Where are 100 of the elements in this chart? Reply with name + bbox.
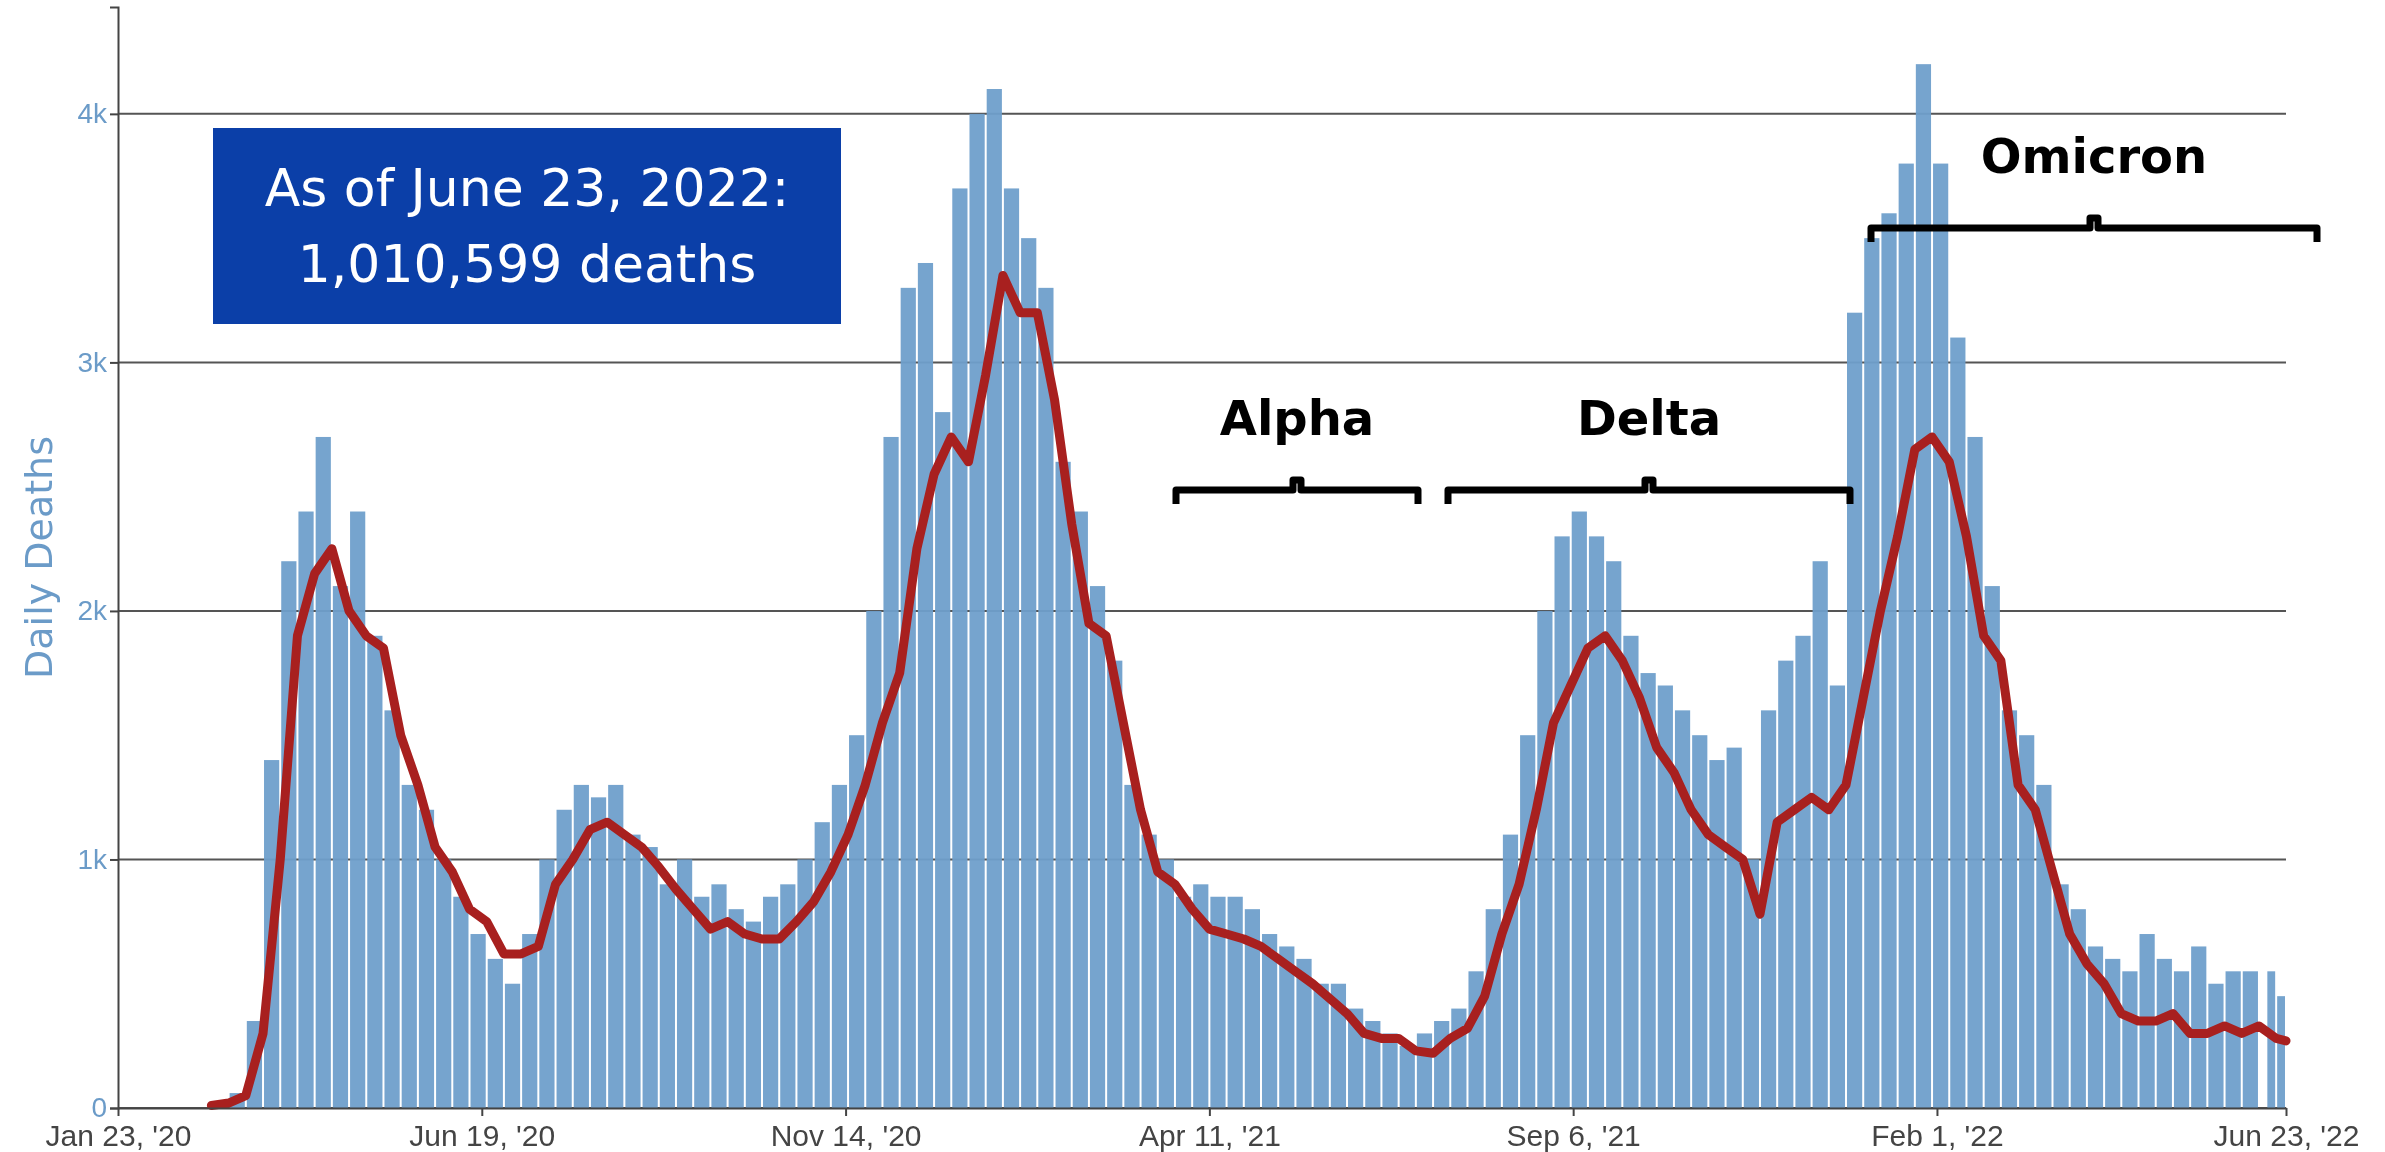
bar	[1915, 64, 1932, 1108]
bar	[590, 797, 607, 1108]
bar	[969, 113, 985, 1108]
bar	[763, 896, 779, 1108]
bar	[1210, 896, 1226, 1108]
bar	[522, 934, 538, 1108]
bar	[1847, 312, 1863, 1108]
y-tick-label: 3k	[77, 346, 108, 378]
bar	[2242, 971, 2258, 1108]
bar	[573, 784, 589, 1108]
bar	[745, 921, 762, 1108]
bar	[1554, 536, 1570, 1108]
bar	[1898, 163, 1914, 1108]
bar	[2122, 971, 2138, 1108]
bar	[1072, 511, 1088, 1108]
bar	[2070, 909, 2086, 1108]
bar	[384, 710, 400, 1108]
bar	[1881, 213, 1897, 1108]
bar	[1107, 660, 1123, 1108]
x-tick-label: Jun 23, '22	[2213, 1119, 2360, 1152]
bar	[1588, 536, 1605, 1108]
bar	[470, 934, 486, 1108]
bar	[711, 884, 727, 1108]
y-tick-label: 4k	[77, 98, 108, 130]
bar	[831, 784, 848, 1108]
bar	[1279, 946, 1295, 1108]
bar	[866, 610, 882, 1108]
x-tick-label: Nov 14, '20	[770, 1119, 922, 1152]
bar	[1193, 884, 1209, 1108]
bar	[1812, 561, 1828, 1108]
bar	[1055, 461, 1071, 1108]
bar	[676, 859, 693, 1108]
bar	[1003, 188, 1020, 1108]
x-tick-label: Feb 1, '22	[1871, 1119, 2004, 1152]
bar	[2156, 958, 2172, 1108]
bar	[1175, 896, 1192, 1108]
bar	[883, 436, 899, 1108]
bar	[2139, 934, 2155, 1108]
bar	[1709, 760, 1725, 1108]
bar	[556, 809, 572, 1108]
annotation: Delta	[1576, 390, 1722, 446]
bar	[1089, 586, 1106, 1108]
bar	[2225, 971, 2241, 1108]
bar	[1571, 511, 1587, 1108]
bar	[1141, 834, 1157, 1108]
bar	[2019, 735, 2035, 1108]
bar	[1244, 909, 1260, 1108]
y-axis-title: Daily Deaths	[17, 436, 61, 679]
bar	[1950, 337, 1966, 1108]
bar	[1726, 747, 1742, 1108]
bar	[1124, 784, 1140, 1108]
annotation: As of June 23, 2022: 1,010,599 deaths	[213, 128, 841, 324]
annotation: Omicron	[1980, 128, 2208, 184]
y-tick-label: 1k	[77, 843, 108, 875]
x-tick-label: Jun 19, '20	[409, 1119, 556, 1152]
bar	[935, 412, 951, 1108]
bar	[1606, 561, 1622, 1108]
bar	[900, 287, 916, 1108]
bar	[2208, 983, 2224, 1108]
bar	[1227, 896, 1243, 1108]
bar	[1657, 685, 1673, 1108]
bar	[1829, 685, 1846, 1108]
bar	[1399, 1045, 1415, 1108]
x-tick-label: Sep 6, '21	[1506, 1119, 1641, 1152]
bar	[401, 784, 417, 1108]
bar	[436, 859, 452, 1108]
bar	[332, 586, 349, 1108]
bar	[2191, 946, 2207, 1108]
bar	[504, 983, 521, 1108]
y-tick-label: 2k	[77, 595, 108, 627]
bar	[1640, 673, 1656, 1108]
bar	[418, 809, 435, 1108]
bar	[797, 859, 813, 1108]
bar	[728, 909, 744, 1108]
bar	[1778, 660, 1794, 1108]
bar	[1692, 735, 1708, 1108]
bar	[625, 834, 641, 1108]
bar	[1623, 635, 1639, 1108]
bar	[1864, 238, 1880, 1108]
bar	[986, 89, 1002, 1108]
x-tick-label: Apr 11, '21	[1138, 1119, 1281, 1152]
bar	[694, 896, 710, 1108]
bar	[2087, 946, 2104, 1108]
bar	[1984, 586, 2000, 1108]
bar	[315, 436, 331, 1108]
bar	[1933, 163, 1949, 1108]
annotation: Alpha	[1219, 390, 1375, 446]
bar	[659, 884, 675, 1108]
bar	[642, 847, 658, 1108]
bar	[1967, 436, 1983, 1108]
bar	[1038, 287, 1054, 1108]
bar	[453, 896, 469, 1108]
bar	[1674, 710, 1691, 1108]
bar	[814, 822, 830, 1108]
bar	[350, 511, 366, 1108]
bar	[1313, 983, 1329, 1108]
bar	[1158, 859, 1174, 1108]
bar	[780, 884, 796, 1108]
bar	[917, 262, 934, 1108]
bar	[1021, 238, 1037, 1108]
